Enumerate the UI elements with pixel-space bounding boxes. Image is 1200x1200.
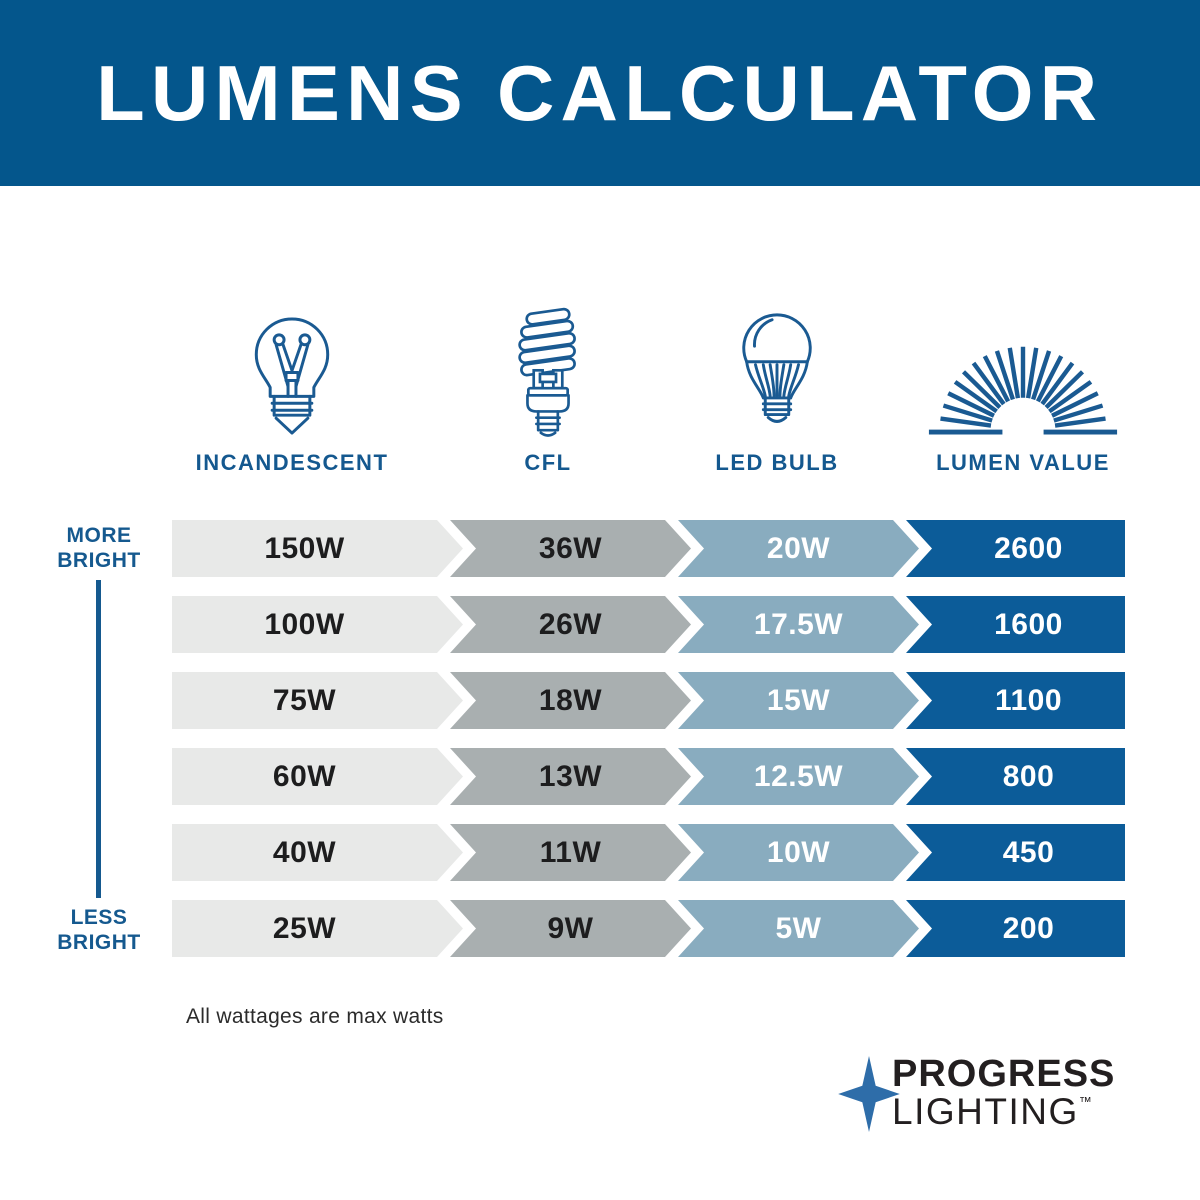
- cell-value: 13W: [538, 759, 603, 793]
- cell-value: 100W: [264, 607, 345, 641]
- cell-value: 75W: [272, 683, 337, 717]
- comparison-rows: 150W 36W 20W 2600 100W 26W 17.5W 1600 75…: [172, 520, 1125, 976]
- cell-cfl: 18W: [450, 672, 691, 729]
- cell-value: 10W: [766, 835, 831, 869]
- cell-value: 18W: [538, 683, 603, 717]
- cell-cfl: 36W: [450, 520, 691, 577]
- cell-value: 1600: [994, 607, 1063, 641]
- cell-value: 36W: [538, 531, 603, 565]
- title-banner: LUMENS CALCULATOR: [0, 0, 1200, 186]
- cell-lumens: 1100: [906, 672, 1125, 729]
- cell-value: 2600: [994, 531, 1063, 565]
- cell-value: 9W: [547, 911, 594, 945]
- page-title: LUMENS CALCULATOR: [96, 48, 1104, 137]
- cell-value: 12.5W: [753, 759, 844, 793]
- cell-lumens: 200: [906, 900, 1125, 957]
- cell-led: 10W: [678, 824, 919, 881]
- cell-incandescent: 100W: [172, 596, 463, 653]
- cell-incandescent: 75W: [172, 672, 463, 729]
- more-bright-label: MORE BRIGHT: [57, 524, 141, 572]
- brightness-axis-line: [96, 580, 101, 898]
- column-header-lumen-value: LUMEN VALUE: [903, 298, 1143, 476]
- footnote: All wattages are max watts: [186, 1005, 444, 1028]
- cell-value: 60W: [272, 759, 337, 793]
- cell-value: 17.5W: [753, 607, 844, 641]
- brand-name-line1: PROGRESS: [892, 1052, 1116, 1095]
- column-header-incandescent: INCANDESCENT: [172, 298, 412, 476]
- cfl-bulb-icon: [498, 298, 598, 440]
- star-icon: [838, 1056, 900, 1132]
- cell-led: 15W: [678, 672, 919, 729]
- cell-cfl: 11W: [450, 824, 691, 881]
- progress-lighting-logo: PROGRESS LIGHTING™: [838, 1052, 1115, 1132]
- cell-incandescent: 40W: [172, 824, 463, 881]
- cell-value: 40W: [272, 835, 337, 869]
- cell-value: 800: [1002, 759, 1055, 793]
- cell-value: 20W: [766, 531, 831, 565]
- cell-cfl: 13W: [450, 748, 691, 805]
- brand-name-line2: LIGHTING™: [892, 1090, 1092, 1132]
- cell-value: 26W: [538, 607, 603, 641]
- cell-value: 25W: [272, 911, 337, 945]
- cell-led: 12.5W: [678, 748, 919, 805]
- table-row: 150W 36W 20W 2600: [172, 520, 1125, 577]
- cell-lumens: 1600: [906, 596, 1125, 653]
- table-row: 100W 26W 17.5W 1600: [172, 596, 1125, 653]
- table-row: 60W 13W 12.5W 800: [172, 748, 1125, 805]
- cell-cfl: 9W: [450, 900, 691, 957]
- cell-value: 5W: [775, 911, 822, 945]
- table-row: 40W 11W 10W 450: [172, 824, 1125, 881]
- cell-led: 5W: [678, 900, 919, 957]
- cell-incandescent: 25W: [172, 900, 463, 957]
- cell-value: 200: [1002, 911, 1055, 945]
- cell-led: 20W: [678, 520, 919, 577]
- cell-led: 17.5W: [678, 596, 919, 653]
- cell-value: 150W: [264, 531, 345, 565]
- column-label: LED BULB: [715, 450, 839, 475]
- cell-incandescent: 60W: [172, 748, 463, 805]
- sunburst-icon: [925, 298, 1121, 440]
- column-header-led: LED BULB: [657, 298, 897, 476]
- led-bulb-icon: [726, 298, 828, 440]
- cell-cfl: 26W: [450, 596, 691, 653]
- less-bright-label: LESS BRIGHT: [57, 906, 141, 954]
- cell-incandescent: 150W: [172, 520, 463, 577]
- cell-lumens: 450: [906, 824, 1125, 881]
- column-label: CFL: [524, 450, 572, 475]
- column-header-cfl: CFL: [428, 298, 668, 476]
- column-label: INCANDESCENT: [195, 450, 389, 475]
- table-row: 25W 9W 5W 200: [172, 900, 1125, 957]
- cell-value: 450: [1002, 835, 1055, 869]
- incandescent-bulb-icon: [241, 298, 343, 440]
- column-label: LUMEN VALUE: [936, 450, 1110, 475]
- table-row: 75W 18W 15W 1100: [172, 672, 1125, 729]
- cell-lumens: 800: [906, 748, 1125, 805]
- cell-value: 1100: [994, 683, 1063, 717]
- cell-value: 11W: [539, 835, 602, 869]
- cell-value: 15W: [766, 683, 831, 717]
- cell-lumens: 2600: [906, 520, 1125, 577]
- trademark-symbol: ™: [1078, 1093, 1092, 1109]
